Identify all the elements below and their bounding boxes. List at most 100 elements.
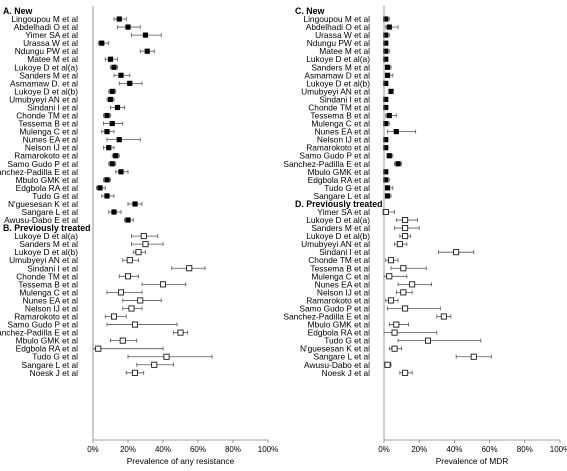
point-estimate-filled: [118, 169, 124, 175]
point-estimate-open: [131, 321, 138, 328]
point-estimate-open: [409, 281, 416, 288]
forest-row: Sanders M et al: [311, 62, 392, 72]
forest-row: Ramarokoto et al: [14, 312, 127, 322]
study-label: Edgbola RA et al: [16, 183, 79, 193]
point-estimate-filled: [383, 177, 389, 183]
point-estimate-filled: [384, 64, 391, 70]
x-tick-label: 40%: [446, 445, 462, 454]
study-label: Edgbola RA et al: [308, 328, 371, 338]
forest-row: N'guesesan K et al: [8, 199, 143, 209]
point-estimate-open: [140, 233, 147, 240]
study-label: Lukoye D et al(b): [14, 86, 78, 96]
forest-row: Umubyeyi AN et al: [9, 255, 139, 265]
point-estimate-filled: [144, 48, 150, 54]
forest-row: Tessema B et al: [18, 279, 187, 289]
forest-row: Nunes EA et al: [23, 135, 141, 145]
study-label: Umubyeyi AN et al: [301, 239, 370, 249]
forest-row: Sangare L et al: [314, 352, 492, 362]
point-estimate-filled: [386, 112, 392, 119]
forest-row: Asmamaw D et al: [304, 70, 394, 80]
point-estimate-open: [386, 273, 393, 280]
forest-row: Mbulo GMK et al: [308, 320, 410, 330]
forest-row: Tudo G et al: [324, 336, 482, 346]
study-label: Samo Gudo P et al: [7, 159, 78, 169]
forest-row: Sangare L et al: [22, 207, 122, 217]
forest-row: Edgbola RA et al: [16, 183, 106, 193]
study-label: Edgbola RA et al: [308, 175, 371, 185]
study-label: Mbulo GMK et al: [308, 167, 371, 177]
study-label: Lukoye D et al(b): [306, 231, 370, 241]
point-estimate-open: [159, 281, 166, 288]
study-label: Abdelhadi O et al: [306, 22, 370, 32]
forest-row: Lukoye D et al(a): [14, 62, 118, 72]
forest-row: Nelson IJ et al: [25, 303, 143, 313]
point-estimate-open: [126, 257, 133, 264]
point-estimate-open: [470, 353, 477, 360]
forest-row: Mulenga C et al: [19, 127, 115, 137]
study-label: Sindani I et al: [27, 263, 78, 273]
study-label: Tudo G et al: [32, 191, 78, 201]
study-label: Mbulo GMK et al: [308, 320, 371, 330]
forest-row: Sanchez-Padilla E et al: [0, 167, 129, 177]
section-title: C. New: [295, 6, 324, 16]
section-title: B. Previously treated: [3, 223, 91, 233]
study-label: Chonde TM et al: [308, 102, 370, 112]
point-estimate-open: [402, 217, 409, 224]
study-label: Mulenga C et al: [19, 127, 78, 137]
study-label: Samo Gudo P et al: [299, 151, 370, 161]
point-estimate-filled: [125, 24, 131, 30]
point-estimate-filled: [383, 120, 389, 127]
study-label: Ramarokoto et al: [14, 151, 78, 161]
point-estimate-open: [177, 329, 184, 336]
point-estimate-filled: [113, 153, 119, 159]
study-label: Sanders M et al: [311, 223, 370, 233]
forest-row: Lukoye D et al(a): [14, 231, 159, 241]
study-label: Sangare L et al: [22, 360, 79, 370]
forest-row: Samo Gudo P et al: [299, 303, 441, 313]
study-label: Sanchez-Padilla E et al: [283, 312, 370, 322]
study-label: Edgbola RA et al: [16, 344, 79, 354]
point-estimate-filled: [107, 96, 114, 103]
forest-row: Nunes EA et al: [315, 127, 417, 137]
forest-row: Sanders M et al: [311, 223, 420, 233]
point-estimate-filled: [383, 48, 389, 54]
forest-row: Tessema B et al: [310, 263, 427, 273]
point-estimate-filled: [383, 56, 389, 62]
x-tick-label: 20%: [120, 445, 136, 454]
forest-row: Abdelhadi O et al: [306, 22, 399, 32]
forest-row: Samo Gudo P et al: [7, 320, 178, 330]
point-estimate-filled: [386, 24, 392, 30]
study-label: Tessema B et al: [310, 111, 370, 121]
point-estimate-open: [424, 337, 431, 344]
point-estimate-filled: [118, 72, 124, 78]
point-estimate-filled: [109, 161, 115, 167]
point-estimate-filled: [383, 16, 389, 22]
point-estimate-filled: [384, 193, 391, 199]
point-estimate-filled: [125, 217, 131, 223]
point-estimate-filled: [111, 209, 117, 215]
study-label: Mbulo GMK et al: [16, 175, 79, 185]
forest-row: Sanchez-Padilla E et al: [0, 328, 188, 338]
x-tick-label: 100%: [550, 445, 567, 454]
study-label: Abdelhadi O et al: [14, 22, 78, 32]
point-estimate-filled: [127, 80, 133, 86]
forest-row: Noesk J et al: [30, 368, 145, 378]
point-estimate-open: [118, 289, 125, 296]
study-label: Matee M et al: [27, 54, 78, 64]
study-label: Asmamaw D. et al: [10, 78, 78, 88]
point-estimate-filled: [383, 145, 389, 151]
x-tick-label: 40%: [155, 445, 171, 454]
point-estimate-filled: [383, 40, 389, 46]
study-label: Mulenga C et al: [311, 271, 370, 281]
study-label: Ramarokoto et al: [14, 312, 78, 322]
study-label: Tessema B et al: [310, 263, 370, 273]
forest-row: Ramarokoto et al: [14, 151, 120, 161]
point-estimate-filled: [104, 193, 110, 199]
study-label: Sangare L et al: [22, 207, 79, 217]
point-estimate-open: [400, 289, 407, 296]
point-estimate-open: [388, 297, 395, 304]
point-estimate-filled: [383, 96, 389, 103]
point-estimate-open: [402, 369, 409, 376]
study-label: Sanchez-Padilla E et al: [0, 167, 78, 177]
study-label: Nunes EA et al: [315, 279, 371, 289]
